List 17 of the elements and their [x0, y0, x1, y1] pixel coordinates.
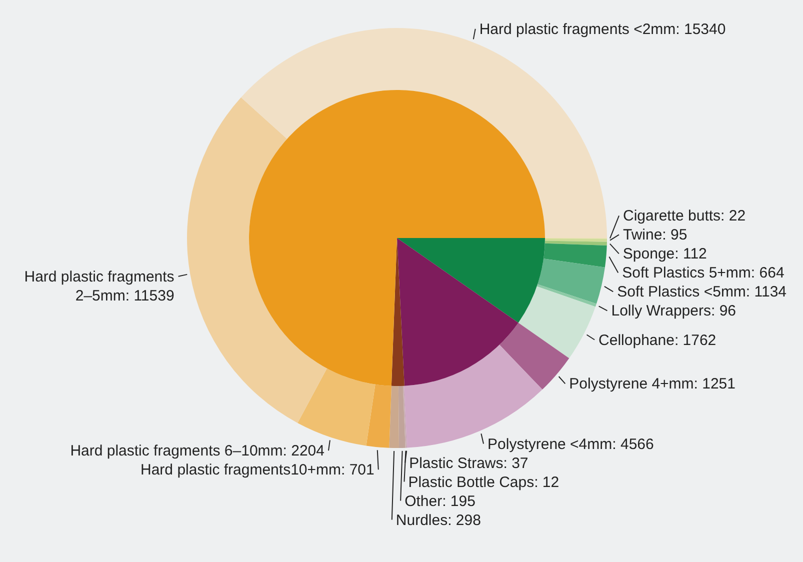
slice-label: Plastic Bottle Caps: 12: [408, 474, 560, 491]
slice-label: Lolly Wrappers: 96: [611, 302, 736, 320]
slice-label: Hard plastic fragments 6–10mm: 2204: [70, 442, 324, 460]
slice-label: Soft Plastics 5+mm: 664: [622, 264, 784, 282]
slice-label: Other: 195: [404, 492, 476, 510]
slice-label: Hard plastic fragments <2mm: 15340: [479, 20, 726, 38]
slice-label: Plastic Straws: 37: [409, 454, 528, 472]
slice-label: Soft Plastics <5mm: 1134: [617, 284, 787, 301]
slice-label: Sponge: 112: [622, 246, 707, 263]
slice-label: Cellophane: 1762: [598, 332, 716, 349]
slice-label: Polystyrene <4mm: 4566: [488, 436, 654, 453]
slice-label: Cigarette butts: 22: [623, 208, 746, 225]
slice-label: Nurdles: 298: [396, 512, 481, 529]
slice-label: Hard plastic fragments10+mm: 701: [140, 462, 374, 479]
slice-label: Twine: 95: [622, 226, 688, 244]
slice-label: Hard plastic fragments 2–5mm: 11539: [24, 268, 174, 304]
slice-label: Polystyrene 4+mm: 1251: [569, 376, 736, 393]
